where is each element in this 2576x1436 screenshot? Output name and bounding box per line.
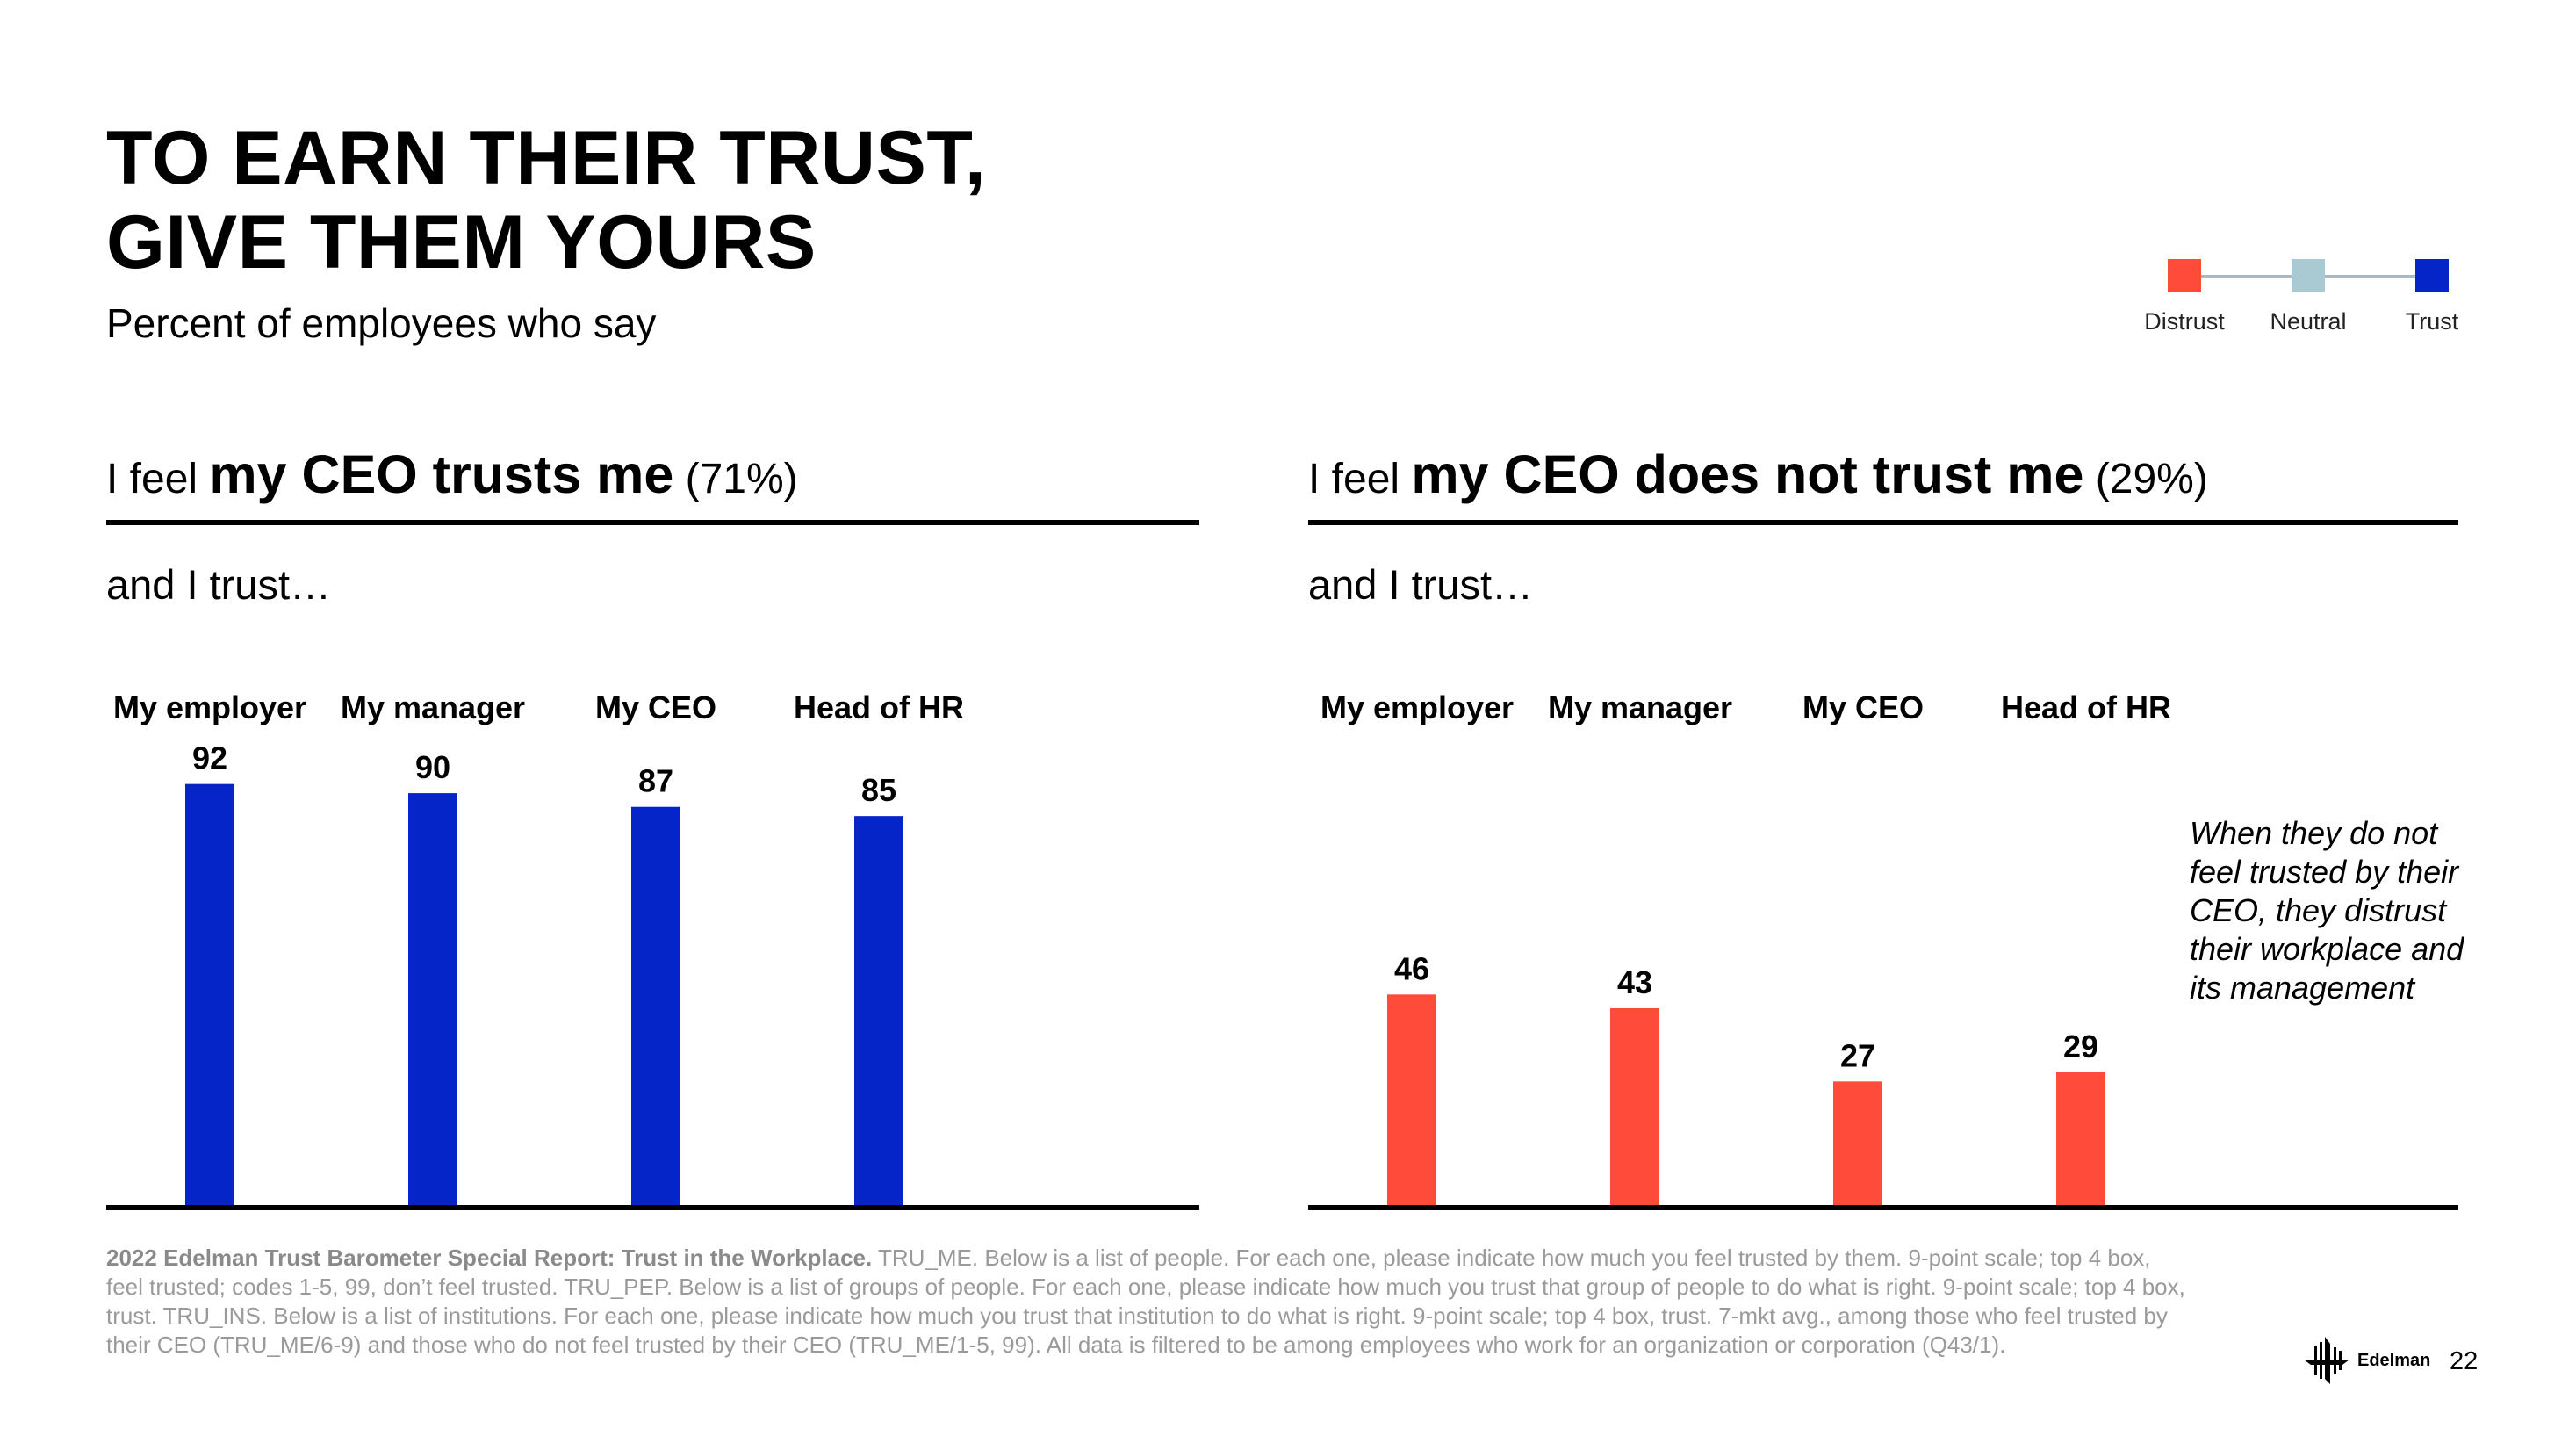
legend: Distrust Neutral Trust	[2144, 259, 2471, 347]
bar-head-of-hr	[854, 816, 903, 1205]
category-label: Head of HR	[2000, 689, 2172, 725]
page-title: TO EARN THEIR TRUST, GIVE THEM YOURS	[106, 116, 986, 285]
panel-left-and-trust: and I trust…	[106, 561, 331, 608]
panel-right-suffix: (29%)	[2083, 456, 2208, 502]
data-label: 29	[2063, 1028, 2098, 1064]
panel-right-emphasis: my CEO does not trust me	[1411, 444, 2084, 504]
category-label: My employer	[1320, 689, 1515, 725]
panel-left-prefix: I feel	[106, 456, 210, 502]
panel-right-prefix: I feel	[1308, 456, 1412, 502]
category-label: Head of HR	[793, 689, 965, 725]
bar-my-manager	[408, 793, 457, 1205]
legend-label-trust: Trust	[2405, 308, 2459, 335]
footnote-text: TRU_ME. Below is a list of people. For e…	[106, 1245, 2185, 1358]
source-footnote: 2022 Edelman Trust Barometer Special Rep…	[106, 1244, 2187, 1360]
page-subtitle: Percent of employees who say	[106, 300, 657, 346]
title-line-1: TO EARN THEIR TRUST,	[106, 116, 987, 200]
bar-my-employer	[1387, 994, 1436, 1205]
bar-chart-not-trusted: 46 43 27 29	[1308, 950, 2458, 1210]
bar-my-manager	[1610, 1007, 1659, 1205]
panel-left-suffix: (71%)	[673, 456, 798, 502]
bar-head-of-hr	[2056, 1072, 2105, 1205]
title-line-2: GIVE THEM YOURS	[106, 200, 817, 285]
legend-swatch-distrust	[2168, 259, 2201, 292]
data-label: 87	[638, 763, 673, 799]
bar-chart-trusted: 92 90 87 85	[106, 740, 1199, 1210]
data-label: 46	[1394, 950, 1429, 986]
category-label: My manager	[1547, 689, 1733, 725]
page-number: 22	[2450, 1347, 2479, 1375]
bar-my-employer	[185, 783, 234, 1205]
data-label: 92	[192, 740, 227, 776]
edelman-logo-icon	[2304, 1337, 2349, 1384]
legend-label-neutral: Neutral	[2270, 308, 2347, 335]
category-label: My manager	[340, 689, 526, 725]
legend-swatch-neutral	[2292, 259, 2325, 292]
category-label: My CEO	[594, 689, 717, 725]
legend-label-distrust: Distrust	[2144, 308, 2225, 335]
bar-my-ceo	[1833, 1081, 1882, 1205]
data-label: 85	[861, 772, 896, 808]
brand-name: Edelman	[2357, 1351, 2431, 1370]
footnote-source: 2022 Edelman Trust Barometer Special Rep…	[106, 1245, 873, 1271]
chart-baseline	[1308, 1205, 2458, 1210]
panel-left-rule	[106, 520, 1199, 525]
panel-left-heading: I feel my CEO trusts me (71%)	[106, 444, 798, 505]
panel-right-and-trust: and I trust…	[1308, 561, 1533, 608]
data-label: 90	[415, 749, 450, 785]
panel-right-heading: I feel my CEO does not trust me (29%)	[1308, 444, 2208, 505]
chart-baseline	[106, 1205, 1199, 1210]
panel-left-emphasis: my CEO trusts me	[209, 444, 674, 504]
legend-swatch-trust	[2415, 259, 2449, 292]
panel-right-rule	[1308, 520, 2458, 525]
chart-annotation: When they do not feel trusted by their C…	[2190, 815, 2464, 1006]
category-label: My employer	[112, 689, 307, 725]
data-label: 27	[1840, 1037, 1875, 1073]
category-label: My CEO	[1802, 689, 1925, 725]
data-label: 43	[1617, 964, 1652, 1000]
bar-my-ceo	[631, 806, 680, 1205]
